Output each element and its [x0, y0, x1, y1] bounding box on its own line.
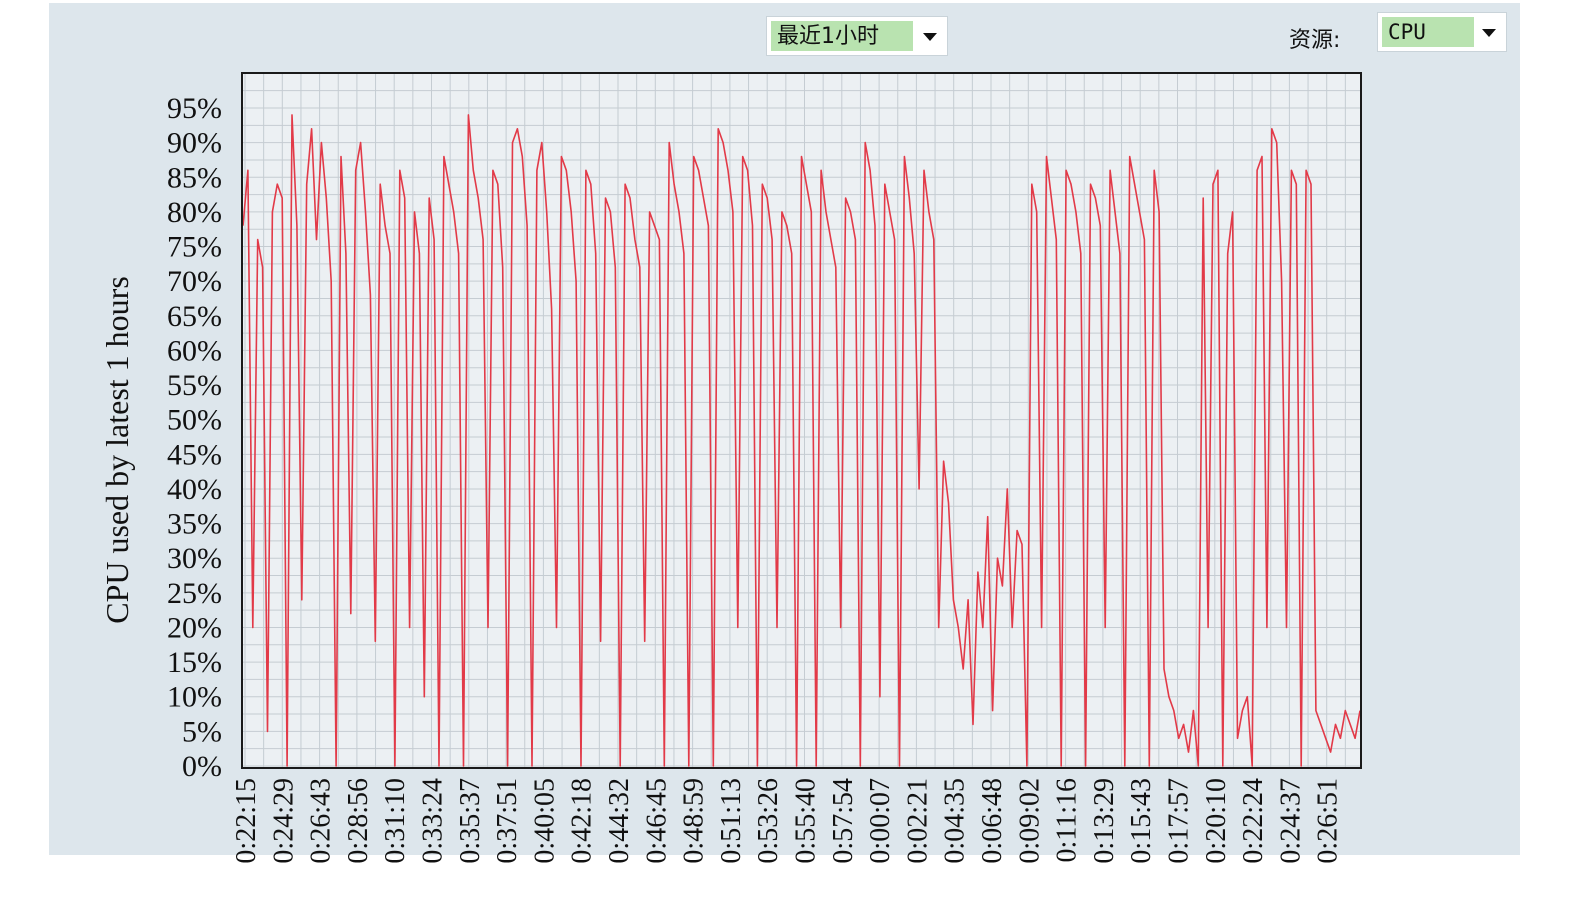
y-tick-labels: 0%5%10%15%20%25%30%35%40%45%50%55%60%65%…	[167, 92, 222, 783]
x-tick-label: 0:35:37	[455, 778, 486, 864]
x-tick-label: 0:24:29	[268, 778, 299, 864]
y-tick-label: 30%	[167, 542, 222, 575]
x-tick-label: 0:04:35	[940, 778, 971, 864]
y-tick-label: 10%	[167, 681, 222, 714]
x-tick-label: 0:55:40	[791, 778, 822, 864]
x-tick-label: 0:37:51	[492, 778, 523, 864]
time-range-dropdown[interactable]: 最近1小时	[766, 16, 948, 56]
resource-value: CPU	[1382, 17, 1474, 47]
x-tick-label: 0:57:54	[828, 778, 859, 864]
plot-border	[241, 72, 1362, 769]
x-tick-labels: 0:22:15 0:24:29 0:26:43 0:28:56 0:31:10 0:33:…	[231, 778, 1344, 864]
x-tick-label: 0:51:13	[716, 778, 747, 864]
y-tick-label: 25%	[167, 577, 222, 610]
grid-lines	[242, 72, 1361, 768]
y-tick-label: 95%	[167, 92, 222, 125]
x-tick-label: 0:24:37	[1275, 778, 1306, 864]
y-tick-label: 70%	[167, 265, 222, 298]
y-tick-label: 85%	[167, 161, 222, 194]
time-range-value: 最近1小时	[771, 21, 913, 51]
y-tick-label: 15%	[167, 646, 222, 679]
y-tick-label: 90%	[167, 127, 222, 160]
x-tick-label: 0:22:24	[1238, 778, 1269, 864]
x-tick-label: 0:42:18	[567, 778, 598, 864]
x-tick-label: 0:46:45	[641, 778, 672, 864]
y-tick-label: 5%	[182, 715, 222, 748]
y-tick-label: 40%	[167, 473, 222, 506]
x-tick-label: 0:26:51	[1313, 778, 1344, 864]
y-tick-label: 50%	[167, 404, 222, 437]
y-tick-label: 55%	[167, 369, 222, 402]
x-tick-label: 0:17:57	[1164, 778, 1195, 864]
y-axis-label: CPU used by latest 1 hours	[99, 276, 135, 624]
x-tick-label: 0:11:16	[1052, 778, 1083, 863]
y-tick-label: 75%	[167, 231, 222, 264]
x-tick-label: 0:48:59	[679, 778, 710, 864]
x-tick-label: 0:26:43	[306, 778, 337, 864]
chevron-down-icon[interactable]	[1482, 29, 1496, 37]
series-line-cpu	[242, 114, 1361, 767]
y-tick-label: 80%	[167, 196, 222, 229]
y-tick-label: 65%	[167, 300, 222, 333]
y-tick-label: 45%	[167, 438, 222, 471]
x-tick-label: 0:40:05	[529, 778, 560, 864]
x-tick-label: 0:28:56	[343, 778, 374, 864]
x-tick-label: 0:06:48	[977, 778, 1008, 864]
x-tick-label: 0:33:24	[418, 778, 449, 864]
x-tick-label: 0:53:26	[753, 778, 784, 864]
x-tick-label: 0:44:32	[604, 778, 635, 864]
resource-label: 资源:	[1289, 28, 1341, 53]
y-tick-label: 20%	[167, 611, 222, 644]
x-tick-label: 0:09:02	[1014, 778, 1045, 864]
resource-dropdown[interactable]: CPU	[1377, 12, 1507, 52]
x-tick-label: 0:31:10	[380, 778, 411, 864]
y-tick-label: 60%	[167, 334, 222, 367]
x-tick-label: 0:20:10	[1201, 778, 1232, 864]
chevron-down-icon[interactable]	[923, 33, 937, 41]
x-tick-label: 0:13:29	[1089, 778, 1120, 864]
y-tick-label: 35%	[167, 508, 222, 541]
y-tick-label: 0%	[182, 750, 222, 783]
x-tick-label: 0:02:21	[902, 778, 933, 864]
x-tick-label: 0:15:43	[1126, 778, 1157, 864]
x-tick-label: 0:22:15	[231, 778, 262, 864]
x-tick-label: 0:00:07	[865, 778, 896, 864]
